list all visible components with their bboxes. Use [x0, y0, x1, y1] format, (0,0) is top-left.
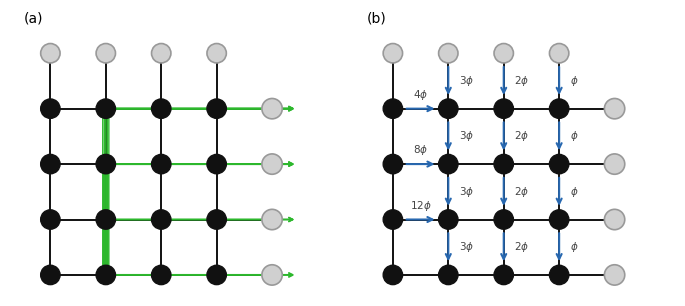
Circle shape: [604, 209, 625, 230]
Circle shape: [96, 43, 116, 63]
Text: $\phi$: $\phi$: [570, 129, 578, 144]
Text: $3\phi$: $3\phi$: [459, 240, 474, 254]
Text: $\phi$: $\phi$: [570, 74, 578, 88]
Circle shape: [96, 265, 116, 285]
Circle shape: [262, 265, 282, 285]
Circle shape: [383, 43, 403, 63]
Circle shape: [207, 43, 226, 63]
Text: $3\phi$: $3\phi$: [459, 185, 474, 199]
Circle shape: [604, 99, 625, 119]
Circle shape: [549, 210, 569, 229]
Circle shape: [383, 99, 403, 118]
Circle shape: [262, 209, 282, 230]
Circle shape: [438, 99, 458, 118]
Circle shape: [494, 155, 514, 174]
Circle shape: [604, 154, 625, 174]
Circle shape: [494, 210, 514, 229]
Circle shape: [383, 265, 403, 285]
Text: $3\phi$: $3\phi$: [459, 74, 474, 88]
Circle shape: [549, 265, 569, 285]
Text: $8\phi$: $8\phi$: [413, 144, 428, 157]
Circle shape: [262, 154, 282, 174]
Circle shape: [151, 155, 171, 174]
Circle shape: [383, 155, 403, 174]
Circle shape: [438, 210, 458, 229]
Circle shape: [262, 99, 282, 119]
Circle shape: [96, 99, 116, 118]
Circle shape: [40, 43, 60, 63]
Text: (a): (a): [24, 12, 43, 26]
Circle shape: [549, 43, 569, 63]
Circle shape: [151, 210, 171, 229]
Circle shape: [494, 99, 514, 118]
Circle shape: [438, 43, 458, 63]
Text: $\phi$: $\phi$: [570, 185, 578, 199]
Text: $2\phi$: $2\phi$: [514, 240, 530, 254]
Circle shape: [438, 265, 458, 285]
Circle shape: [40, 99, 60, 118]
Text: $2\phi$: $2\phi$: [514, 185, 530, 199]
Circle shape: [40, 265, 60, 285]
Text: (b): (b): [366, 12, 386, 26]
Circle shape: [549, 99, 569, 118]
Circle shape: [207, 155, 226, 174]
Text: $\phi$: $\phi$: [570, 240, 578, 254]
Circle shape: [40, 155, 60, 174]
Circle shape: [494, 265, 514, 285]
Text: $2\phi$: $2\phi$: [514, 74, 530, 88]
Circle shape: [604, 265, 625, 285]
Text: $12\phi$: $12\phi$: [410, 199, 432, 213]
Text: $3\phi$: $3\phi$: [459, 129, 474, 144]
Circle shape: [383, 210, 403, 229]
Circle shape: [151, 43, 171, 63]
Circle shape: [207, 99, 226, 118]
Circle shape: [96, 155, 116, 174]
Circle shape: [96, 210, 116, 229]
Text: $2\phi$: $2\phi$: [514, 129, 530, 144]
Circle shape: [40, 210, 60, 229]
Circle shape: [438, 155, 458, 174]
Circle shape: [207, 265, 226, 285]
Circle shape: [207, 210, 226, 229]
Circle shape: [494, 43, 514, 63]
Circle shape: [151, 265, 171, 285]
Circle shape: [151, 99, 171, 118]
Text: $4\phi$: $4\phi$: [413, 88, 428, 102]
Circle shape: [549, 155, 569, 174]
